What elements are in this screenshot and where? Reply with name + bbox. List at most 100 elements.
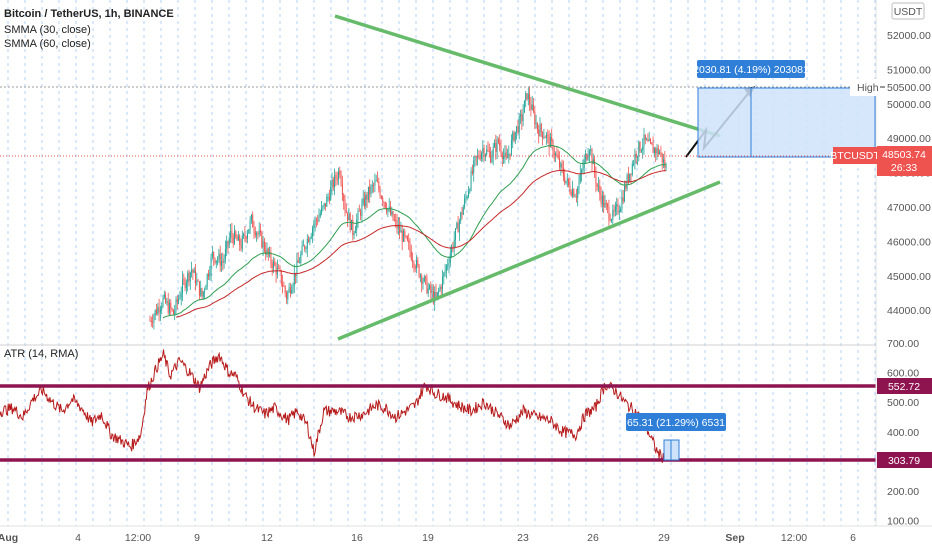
candle-body [561, 163, 563, 169]
bar-countdown: 26:33 [891, 162, 917, 174]
candle-body [605, 203, 607, 205]
candle-body [482, 148, 484, 153]
candle-body [273, 261, 274, 269]
candle-body [226, 241, 228, 249]
last-price: 48503.74 [882, 149, 926, 161]
candle-body [258, 230, 260, 234]
candle-body [496, 139, 498, 152]
smma-60-legend[interactable]: SMMA (60, close) [4, 38, 91, 50]
candle-body [206, 274, 208, 287]
candle-body [651, 142, 653, 145]
candle-body [492, 147, 494, 157]
candle-body [525, 93, 527, 101]
candle-body [257, 233, 259, 235]
candle-body [468, 191, 469, 198]
candle-body [167, 301, 169, 313]
candle-body [305, 248, 307, 250]
candle-body [471, 171, 473, 173]
candle-body [540, 124, 542, 132]
candle-body [396, 220, 398, 229]
candle-body [330, 186, 332, 201]
candle-body [387, 208, 389, 212]
candle-body [661, 152, 663, 163]
candle-body [215, 260, 217, 263]
lower-trendline[interactable] [337, 180, 721, 341]
candle-body [478, 155, 480, 158]
candle-body [214, 258, 216, 263]
candle-body [235, 231, 237, 238]
time-tick-label: 26 [587, 532, 599, 544]
candle-body [405, 236, 407, 237]
candle-body [598, 185, 599, 187]
candle-body [547, 134, 549, 136]
candle-body [230, 230, 232, 239]
candle-body [361, 203, 363, 216]
candle-body [187, 272, 189, 283]
candle-body [313, 224, 315, 229]
candle-body [604, 203, 606, 208]
candle-body [291, 289, 293, 294]
candle-body [192, 269, 194, 273]
upper-trendline[interactable] [334, 14, 721, 138]
candle-body [494, 143, 495, 148]
candle-body [503, 155, 505, 159]
candle-body [421, 275, 423, 284]
candle-body [254, 231, 256, 236]
candle-body [252, 214, 254, 228]
price-tick-label: 51000.00 [887, 64, 931, 76]
candle-body [195, 270, 196, 285]
atr-legend[interactable]: ATR (14, RMA) [4, 348, 78, 360]
candle-body [557, 156, 559, 159]
candle-body [325, 203, 326, 207]
candle-body [436, 292, 438, 298]
candle-body [197, 280, 199, 282]
candle-body [665, 166, 667, 168]
price-measure-box[interactable] [697, 87, 876, 158]
candle-body [183, 279, 185, 281]
candle-body [218, 253, 220, 260]
candle-body [176, 299, 178, 302]
candle-body [564, 176, 566, 184]
candle-body [423, 276, 425, 282]
candle-body [439, 286, 441, 291]
candle-body [465, 197, 467, 199]
price-tick-label: 46000.00 [887, 236, 931, 248]
atr-line [0, 349, 665, 463]
candle-body [513, 132, 515, 141]
candle-body [575, 196, 577, 198]
candle-body [634, 153, 636, 164]
candle-body [247, 233, 248, 239]
candle-body [566, 178, 568, 181]
candle-body [578, 181, 580, 188]
candle-body [418, 265, 420, 277]
candle-body [426, 277, 428, 294]
candle-body [198, 281, 200, 296]
candle-body [556, 153, 558, 157]
candle-body [347, 212, 349, 221]
smma-30-line [162, 144, 667, 319]
candle-body [343, 195, 345, 202]
candle-body [652, 144, 654, 154]
candle-body [565, 180, 567, 184]
candle-body [188, 272, 190, 281]
candle-body [475, 156, 477, 158]
candle-body [284, 286, 286, 293]
candle-body [296, 260, 298, 277]
smma-30-legend[interactable]: SMMA (30, close) [4, 24, 91, 36]
candle-body [413, 262, 415, 268]
time-axis[interactable]: Aug 4 12:00 9 12 16 19 23 26 29 Sep 12:00 6 [0, 532, 856, 544]
symbol-legend[interactable]: Bitcoin / TetherUS, 1h, BINANCE [4, 8, 174, 20]
candle-body [473, 160, 475, 173]
candle-body [442, 276, 443, 290]
currency-badge[interactable] [891, 2, 925, 20]
candle-body [299, 262, 300, 264]
candle-body [184, 280, 186, 289]
candle-body [287, 291, 289, 300]
candle-body [453, 239, 455, 249]
candle-body [633, 163, 635, 165]
candle-body [523, 100, 525, 113]
candle-body [588, 150, 590, 156]
candle-body [608, 206, 610, 220]
candle-body [227, 241, 229, 245]
